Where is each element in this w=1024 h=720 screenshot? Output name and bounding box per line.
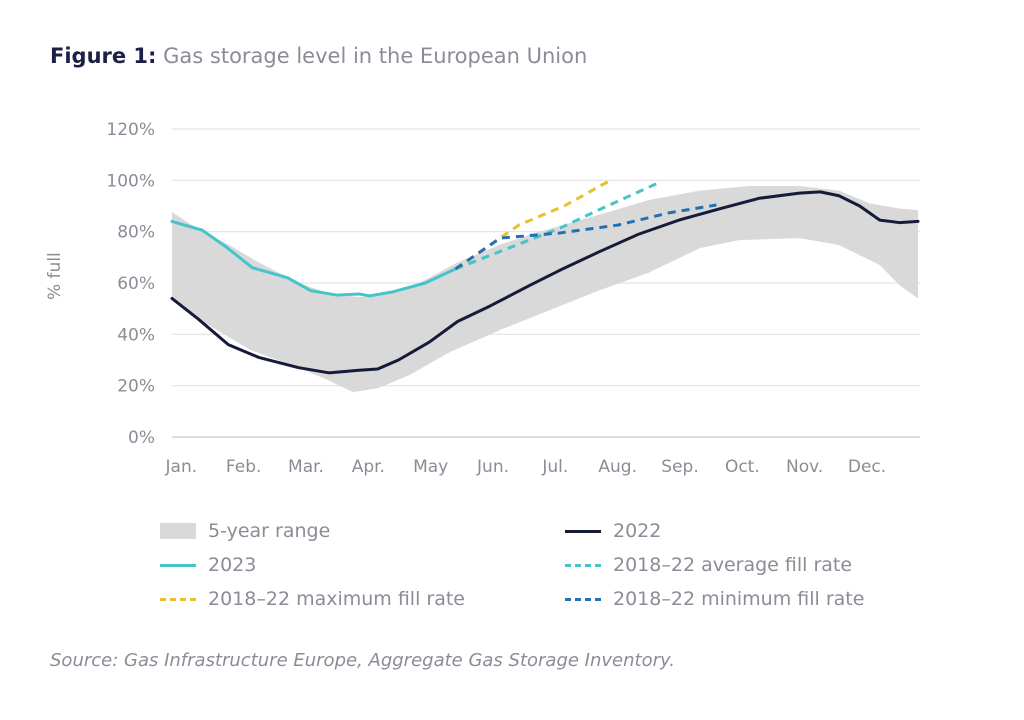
legend-item-maximum: 2018–22 maximum fill rate	[160, 588, 465, 610]
legend-item-band: 5-year range	[160, 520, 330, 542]
legend-label: 2018–22 average fill rate	[613, 554, 853, 576]
series-line-2018-22-maximum-fill-rate	[454, 179, 612, 271]
x-tick-label: May	[413, 457, 448, 477]
y-tick-label: 60%	[117, 274, 155, 294]
legend-item-average: 2018–22 average fill rate	[565, 554, 852, 576]
y-tick-label: 100%	[106, 171, 155, 191]
source-note: Source: Gas Infrastructure Europe, Aggre…	[50, 650, 675, 671]
legend-item-minimum: 2018–22 minimum fill rate	[565, 588, 864, 610]
band-swatch	[160, 523, 196, 539]
x-tick-label: Oct.	[725, 457, 760, 477]
x-tick-label: Nov.	[786, 457, 823, 477]
series-line-2023	[170, 219, 458, 298]
five-year-range-band	[172, 185, 918, 393]
x-tick-label: Aug.	[598, 457, 637, 477]
legend-label: 2018–22 maximum fill rate	[208, 588, 466, 610]
x-tick-label: Feb.	[226, 457, 262, 477]
legend-label: 5-year range	[208, 520, 331, 542]
figure-title: Figure 1: Gas storage level in the Europ…	[50, 44, 587, 68]
series-line-2022	[170, 190, 920, 375]
y-axis-label: % full	[45, 252, 65, 300]
y-tick-label: 20%	[117, 377, 155, 397]
x-tick-label: Jun.	[476, 457, 509, 477]
x-tick-label: Apr.	[352, 457, 385, 477]
legend-item-2023: 2023	[160, 554, 256, 576]
dash-swatch	[565, 563, 601, 567]
dash-swatch	[565, 597, 601, 601]
series-line-2018-22-minimum-fill-rate	[454, 203, 717, 271]
line-swatch	[160, 563, 196, 567]
figure-title-text: Gas storage level in the European Union	[163, 44, 588, 68]
line-swatch	[565, 529, 601, 533]
x-tick-label: Dec.	[848, 457, 886, 477]
legend-label: 2023	[208, 554, 257, 576]
dash-swatch	[160, 597, 196, 601]
x-tick-label: Jan.	[165, 457, 198, 477]
x-tick-label: Jul.	[541, 457, 568, 477]
y-tick-label: 40%	[117, 325, 155, 345]
x-tick-label: Mar.	[288, 457, 324, 477]
y-tick-label: 0%	[128, 428, 155, 448]
legend-label: 2018–22 minimum fill rate	[613, 588, 865, 610]
y-tick-label: 120%	[106, 120, 155, 140]
legend-label: 2022	[613, 520, 662, 542]
series-line-2018-22-average-fill-rate	[454, 180, 662, 271]
figure-number: Figure 1:	[50, 44, 157, 68]
legend-item-2022: 2022	[565, 520, 661, 542]
x-tick-label: Sep.	[661, 457, 698, 477]
y-tick-label: 80%	[117, 223, 155, 243]
